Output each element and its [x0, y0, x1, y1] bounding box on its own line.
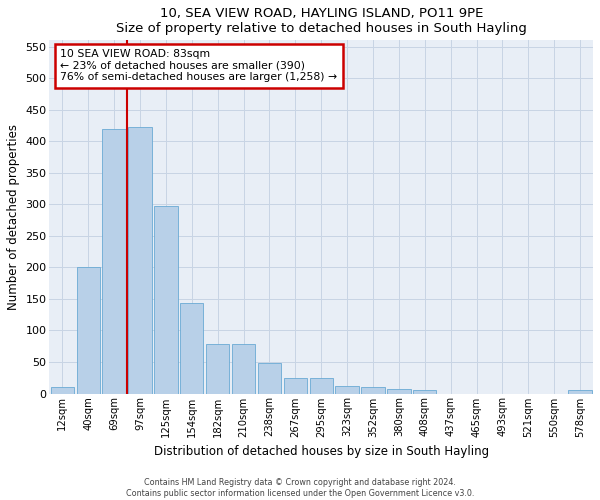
Bar — [77, 268, 100, 394]
Bar — [413, 390, 436, 394]
Y-axis label: Number of detached properties: Number of detached properties — [7, 124, 20, 310]
Bar — [154, 206, 178, 394]
Bar — [568, 390, 592, 394]
Bar — [310, 378, 333, 394]
Title: 10, SEA VIEW ROAD, HAYLING ISLAND, PO11 9PE
Size of property relative to detache: 10, SEA VIEW ROAD, HAYLING ISLAND, PO11 … — [116, 7, 527, 35]
Text: 10 SEA VIEW ROAD: 83sqm
← 23% of detached houses are smaller (390)
76% of semi-d: 10 SEA VIEW ROAD: 83sqm ← 23% of detache… — [60, 49, 337, 82]
Text: Contains HM Land Registry data © Crown copyright and database right 2024.
Contai: Contains HM Land Registry data © Crown c… — [126, 478, 474, 498]
Bar — [335, 386, 359, 394]
Bar — [232, 344, 255, 394]
Bar — [387, 388, 410, 394]
Bar — [361, 388, 385, 394]
X-axis label: Distribution of detached houses by size in South Hayling: Distribution of detached houses by size … — [154, 445, 489, 458]
Bar — [206, 344, 229, 394]
Bar — [128, 128, 152, 394]
Bar — [258, 364, 281, 394]
Bar — [103, 128, 126, 394]
Bar — [180, 304, 203, 394]
Bar — [50, 388, 74, 394]
Bar — [284, 378, 307, 394]
